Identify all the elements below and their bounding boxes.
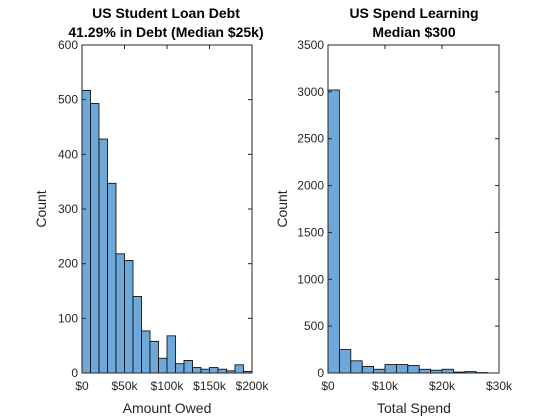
- loan-debt-bar: [132, 296, 142, 374]
- spend-learning-x-ticks: $0 $10k $20k $30k: [321, 45, 513, 393]
- spend-learning-bar: [407, 365, 420, 374]
- loan-debt-y-tick-label: 400: [58, 147, 78, 161]
- spend-learning-y-axis-label: Count: [274, 190, 290, 227]
- loan-debt-bar: [98, 138, 108, 374]
- loan-debt-bar: [115, 253, 125, 374]
- loan-debt-bar: [200, 368, 210, 374]
- loan-debt-bar: [158, 357, 168, 374]
- loan-debt-x-ticks: $0 $50k $100k $150k $200k: [75, 45, 269, 393]
- loan-debt-y-ticks: 0 100 200 300 400 500 600: [58, 38, 252, 380]
- spend-learning-x-axis-label: Total Spend: [377, 400, 451, 416]
- loan-debt-x-tick-label: $100k: [151, 379, 185, 393]
- loan-debt-x-tick-label: $150k: [193, 379, 227, 393]
- loan-debt-y-tick-label: 200: [58, 257, 78, 271]
- loan-debt-y-tick-label: 500: [58, 93, 78, 107]
- spend-learning-x-tick-label: $20k: [429, 379, 456, 393]
- spend-learning-bar: [384, 364, 397, 374]
- loan-debt-x-tick-label: $0: [75, 379, 89, 393]
- loan-debt-subtitle: 41.29% in Debt (Median $25k): [68, 24, 263, 40]
- spend-learning-y-tick-label: 2500: [297, 132, 324, 146]
- spend-learning-y-tick-label: 500: [304, 319, 324, 333]
- loan-debt-y-tick-label: 600: [58, 38, 78, 52]
- spend-learning-bar: [373, 368, 386, 374]
- loan-debt-bar: [149, 340, 159, 374]
- loan-debt-bars: [81, 89, 253, 374]
- spend-learning-bar: [441, 368, 454, 374]
- spend-learning-title: US Spend Learning: [349, 5, 478, 21]
- spend-learning-y-tick-label: 1000: [297, 272, 324, 286]
- spend-learning-histogram: US Spend Learning Median $300 0 500 1000 15…: [274, 5, 513, 416]
- loan-debt-bar: [107, 182, 117, 374]
- loan-debt-bar: [217, 368, 227, 374]
- loan-debt-bar: [81, 89, 91, 374]
- spend-learning-x-tick-label: $0: [321, 379, 335, 393]
- spend-learning-bar: [327, 89, 340, 374]
- spend-learning-y-tick-label: 2000: [297, 179, 324, 193]
- spend-learning-subtitle: Median $300: [372, 24, 455, 40]
- loan-debt-bar: [90, 103, 100, 374]
- loan-debt-bar: [234, 364, 244, 374]
- spend-learning-bar: [395, 364, 409, 374]
- spend-learning-x-tick-label: $10k: [372, 379, 399, 393]
- loan-debt-x-axis-label: Amount Owed: [123, 400, 212, 416]
- spend-learning-y-tick-label: 1500: [297, 225, 324, 239]
- spend-learning-y-tick-label: 0: [317, 366, 324, 380]
- loan-debt-title: US Student Loan Debt: [92, 5, 240, 21]
- loan-debt-y-tick-label: 0: [71, 366, 78, 380]
- spend-learning-y-tick-label: 3000: [297, 85, 324, 99]
- loan-debt-bar: [183, 360, 193, 374]
- spend-learning-x-tick-label: $30k: [486, 379, 513, 393]
- loan-debt-bar: [192, 367, 202, 374]
- spend-learning-plot-box: [327, 44, 500, 374]
- spend-learning-bars: [327, 89, 489, 374]
- loan-debt-bar: [175, 363, 185, 374]
- loan-debt-histogram: US Student Loan Debt 41.29% in Debt (Med…: [33, 5, 269, 416]
- loan-debt-y-tick-label: 300: [58, 202, 78, 216]
- spend-learning-y-tick-label: 3500: [297, 38, 324, 52]
- loan-debt-y-axis-label: Count: [33, 190, 49, 227]
- loan-debt-x-tick-label: $200k: [236, 379, 270, 393]
- loan-debt-bar: [141, 330, 151, 374]
- spend-learning-bar: [418, 368, 432, 374]
- loan-debt-bar: [166, 335, 176, 374]
- loan-debt-bar: [124, 259, 134, 374]
- spend-learning-bar: [350, 360, 363, 374]
- spend-learning-bar: [361, 366, 375, 374]
- loan-debt-x-tick-label: $50k: [111, 379, 138, 393]
- loan-debt-bar: [209, 367, 219, 374]
- spend-learning-bar: [338, 349, 352, 374]
- spend-learning-y-ticks: 0 500 1000 1500 2000 2500 3000 3500: [297, 38, 499, 380]
- loan-debt-y-tick-label: 100: [58, 311, 78, 325]
